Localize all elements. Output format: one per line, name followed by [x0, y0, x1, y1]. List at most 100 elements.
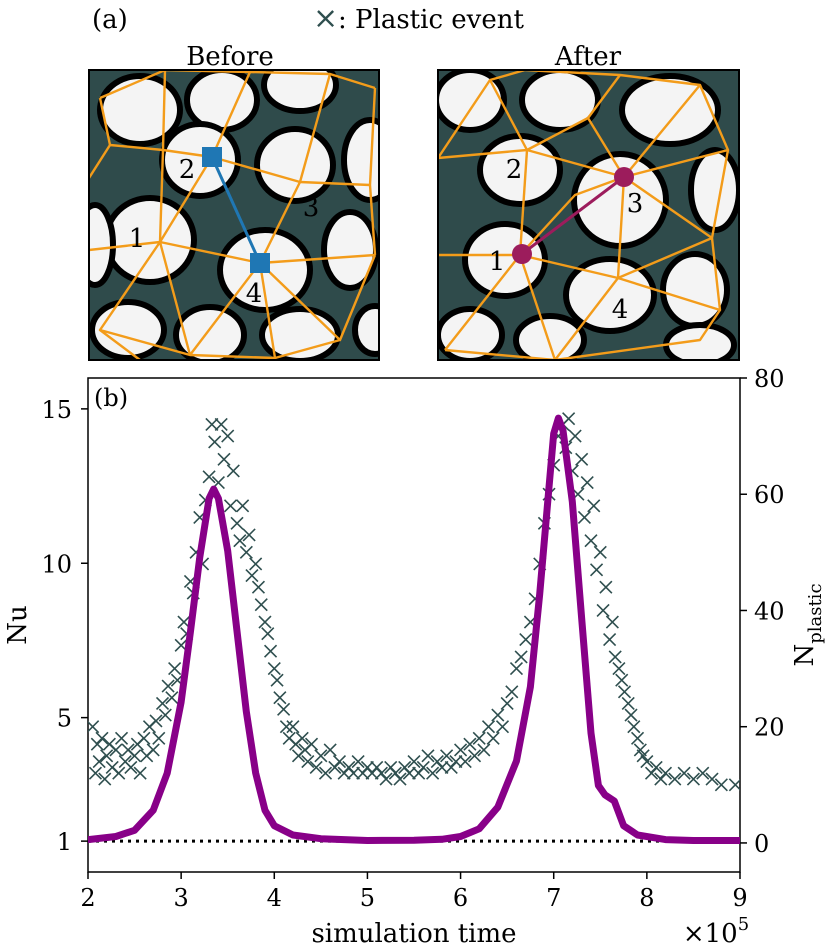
plastic-event-marker: [714, 778, 728, 792]
plastic-event-marker: [149, 714, 163, 728]
plastic-event-marker: [221, 429, 235, 443]
plastic-event-marker: [90, 737, 104, 751]
before-cell-4: 4: [246, 279, 263, 309]
plastic-event-marker: [146, 743, 160, 757]
plastic-event-marker: [254, 598, 268, 612]
plastic-event-marker: [627, 720, 641, 734]
y-right-tick-label: 40: [754, 597, 785, 625]
plastic-event-marker: [472, 731, 486, 745]
plastic-event-marker: [205, 417, 219, 432]
plastic-event-marker: [398, 760, 412, 774]
plastic-event-marker: [261, 627, 275, 641]
plastic-event-marker: [214, 417, 228, 432]
plastic-event-marker: [440, 749, 454, 763]
plastic-event-marker: [239, 545, 253, 559]
plastic-event-marker: [342, 760, 356, 774]
plastic-event-marker: [658, 766, 673, 780]
plastic-event-marker: [454, 743, 468, 757]
plastic-event-marker: [323, 743, 337, 757]
plastic-event-marker: [356, 766, 370, 780]
plastic-event-marker: [649, 760, 663, 774]
x-tick-label: 5: [360, 884, 375, 912]
plastic-event-marker: [217, 452, 231, 466]
y-axis-right-label: Nplastic: [790, 583, 826, 666]
plastic-event-marker: [426, 766, 440, 780]
plastic-event-marker: [168, 662, 182, 676]
plastic-event-marker: [230, 516, 244, 530]
plastic-event-marker: [267, 662, 281, 676]
plastic-event-marker: [309, 760, 323, 774]
plastic-event-marker: [301, 755, 315, 769]
plastic-event-marker: [677, 766, 691, 780]
plot-frame: [87, 377, 741, 873]
x-tick-label: 3: [174, 884, 189, 912]
plastic-event-marker: [416, 760, 430, 774]
plastic-event-marker: [314, 749, 328, 763]
plastic-event-marker: [92, 755, 106, 769]
plastic-event-marker: [346, 766, 361, 780]
x-tick-label: 9: [732, 884, 747, 912]
plastic-event-marker: [412, 766, 426, 780]
plastic-event-marker: [599, 580, 613, 594]
plastic-event-marker: [223, 499, 238, 513]
x-tick-label: 2: [80, 884, 95, 912]
plastic-event-marker: [337, 766, 351, 780]
plastic-event-marker: [402, 766, 416, 780]
plastic-event-marker: [654, 772, 668, 786]
y-right-tick-label: 20: [754, 714, 785, 742]
plastic-event-marker: [467, 749, 482, 763]
plastic-event-marker: [519, 632, 533, 647]
plastic-event-marker: [202, 470, 216, 484]
x-multiplier: ×105: [683, 914, 749, 948]
plastic-event-marker: [444, 760, 458, 774]
x-axis-label: simulation time: [311, 919, 516, 948]
plastic-event-marker: [575, 452, 589, 466]
plastic-event-marker: [696, 766, 710, 780]
plastic-event-marker: [133, 766, 147, 780]
y-left-tick-label: 5: [57, 705, 72, 733]
plastic-event-marker: [379, 772, 393, 786]
y-axis-left-label: Nu: [3, 605, 33, 645]
nu-series-line: [88, 414, 740, 844]
after-cell-1: 1: [489, 247, 506, 277]
plastic-event-marker: [236, 499, 250, 513]
plastic-event-marker: [226, 464, 240, 478]
plastic-event-marker: [568, 429, 582, 443]
plastic-event-marker: [686, 772, 700, 786]
plastic-event-marker: [318, 766, 333, 780]
plastic-event-marker: [137, 731, 151, 745]
plastic-event-marker: [514, 650, 528, 664]
y-right-tick-label: 80: [754, 365, 785, 393]
plastic-event-marker: [630, 731, 645, 745]
plastic-event-marker: [374, 766, 388, 780]
panel-a-label: (a): [92, 5, 128, 35]
plastic-event-marker: [233, 534, 247, 548]
panel-b-label: (b): [94, 384, 128, 412]
plastic-event-marker: [128, 749, 142, 763]
plastic-event-marker: [279, 720, 293, 734]
plastic-event-marker: [155, 696, 170, 711]
y-left-tick-label: 15: [41, 396, 72, 424]
plastic-event-marker: [384, 760, 398, 774]
plastic-event-marker: [270, 673, 284, 687]
plastic-event-marker: [500, 696, 514, 711]
plastic-event-marker: [295, 731, 309, 745]
plastic-event-marker: [624, 708, 638, 722]
plastic-event-marker: [596, 603, 610, 618]
plastic-event-marker: [608, 650, 622, 664]
plastic-event-marker: [328, 760, 342, 774]
plastic-event-marker: [165, 691, 179, 705]
legend-text: : Plastic event: [338, 5, 524, 35]
plastic-event-marker: [152, 731, 166, 745]
plastic-event-marker: [407, 755, 421, 769]
after-title: After: [554, 42, 622, 72]
plastic-event-marker: [161, 679, 175, 693]
plastic-event-marker: [668, 772, 682, 786]
plastic-event-marker: [365, 766, 379, 780]
plastic-event-marker: [589, 563, 604, 577]
before-cell-1: 1: [129, 224, 146, 254]
plastic-event-marker: [332, 755, 347, 769]
plastic-event-marker: [112, 766, 126, 780]
